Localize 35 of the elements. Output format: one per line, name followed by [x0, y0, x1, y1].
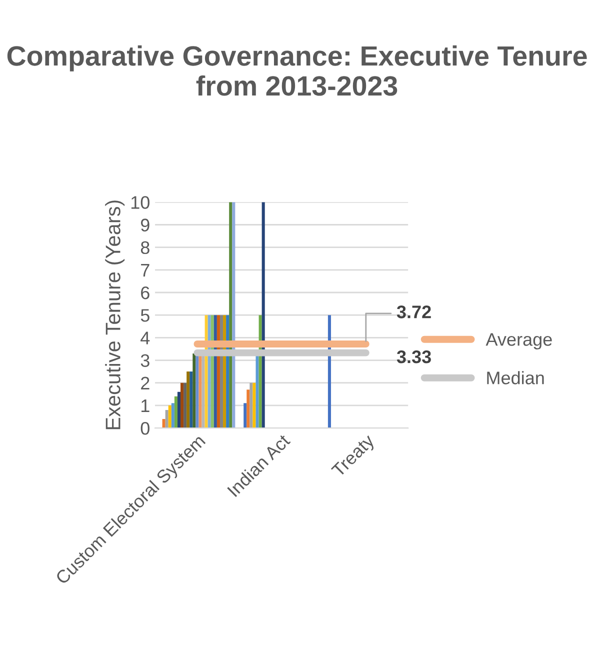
bar [174, 396, 178, 428]
y-tick-label: 7 [141, 264, 150, 276]
y-tick-label: 10 [131, 196, 150, 209]
bar [246, 390, 250, 428]
legend-label: Median [487, 371, 544, 384]
y-tick-label: 1 [142, 400, 150, 412]
y-tick-label: 3 [140, 354, 150, 367]
data-label: 3.33 [396, 350, 431, 364]
y-tick-label: 2 [141, 376, 150, 390]
bar [252, 382, 256, 428]
bar [184, 382, 187, 428]
bar [229, 202, 232, 428]
bar [168, 405, 172, 428]
y-tick-label: 4 [140, 332, 150, 344]
y-axis-title: Executive Tenure (Years) [105, 200, 125, 430]
bar [250, 382, 253, 428]
bar [190, 372, 193, 428]
bar [177, 392, 181, 428]
chart-title: Comparative Governance: Executive Tenure from 2013-2023 [7, 45, 587, 96]
bar [186, 372, 190, 428]
y-tick-label: 8 [140, 241, 150, 254]
legend-label: Average [486, 333, 552, 350]
bar [171, 403, 174, 428]
bar [232, 202, 236, 428]
bar [192, 353, 196, 428]
y-tick-label: 5 [140, 309, 150, 322]
bar [162, 418, 166, 428]
bar [180, 382, 184, 428]
y-tick-label: 6 [141, 286, 150, 300]
bar [262, 202, 265, 428]
y-tick-label: 0 [140, 422, 150, 435]
bar [244, 403, 247, 428]
y-tick-label: 9 [140, 218, 150, 232]
bar [165, 410, 168, 428]
data-label: 3.72 [396, 306, 431, 318]
